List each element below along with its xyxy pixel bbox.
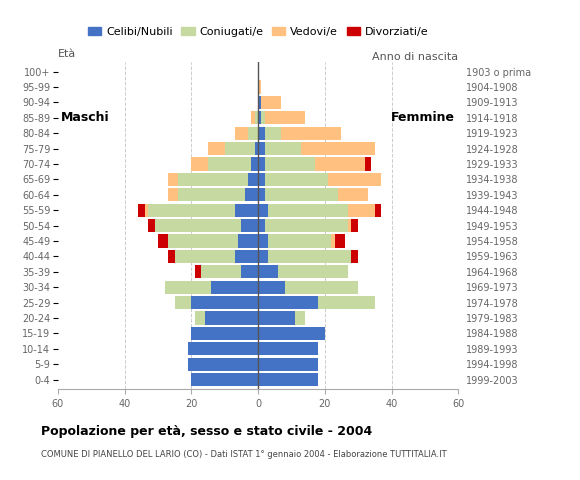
Bar	[258, 296, 318, 309]
Bar	[235, 250, 258, 263]
Bar	[238, 234, 258, 248]
Bar	[165, 281, 212, 294]
Bar	[252, 111, 255, 124]
Bar	[212, 281, 258, 294]
Bar	[265, 219, 348, 232]
Bar	[225, 142, 255, 155]
Bar	[258, 111, 262, 124]
Bar	[348, 219, 351, 232]
Bar	[258, 96, 262, 109]
Bar	[245, 188, 258, 201]
Bar	[188, 342, 258, 355]
Bar	[145, 204, 148, 217]
Bar	[168, 234, 238, 248]
Bar	[195, 265, 201, 278]
Bar	[258, 250, 268, 263]
Bar	[258, 373, 318, 386]
Bar	[268, 204, 348, 217]
Bar	[205, 312, 258, 324]
Bar	[268, 234, 332, 248]
Bar	[332, 234, 335, 248]
Bar	[265, 142, 302, 155]
Text: Maschi: Maschi	[61, 111, 110, 124]
Bar	[278, 265, 348, 278]
Bar	[265, 188, 338, 201]
Bar	[258, 327, 325, 340]
Bar	[241, 265, 258, 278]
Bar	[241, 219, 258, 232]
Bar	[201, 265, 241, 278]
Bar	[138, 204, 145, 217]
Bar	[188, 358, 258, 371]
Bar	[158, 234, 168, 248]
Bar	[191, 327, 258, 340]
Text: Età: Età	[58, 49, 76, 60]
Bar	[258, 81, 262, 94]
Bar	[155, 219, 241, 232]
Bar	[178, 173, 248, 186]
Bar	[265, 157, 315, 170]
Bar	[168, 173, 178, 186]
Bar	[328, 173, 382, 186]
Bar	[175, 296, 191, 309]
Bar	[285, 281, 358, 294]
Bar	[258, 142, 265, 155]
Bar	[258, 157, 265, 170]
Bar	[235, 204, 258, 217]
Bar	[175, 250, 235, 263]
Text: Anno di nascita: Anno di nascita	[372, 52, 458, 62]
Bar	[258, 219, 265, 232]
Bar	[258, 173, 265, 186]
Bar	[348, 204, 375, 217]
Bar	[258, 312, 295, 324]
Bar	[375, 204, 382, 217]
Bar	[262, 96, 281, 109]
Bar	[168, 188, 178, 201]
Bar	[248, 127, 258, 140]
Bar	[258, 188, 265, 201]
Bar	[258, 358, 318, 371]
Bar	[191, 373, 258, 386]
Text: COMUNE DI PIANELLO DEL LARIO (CO) - Dati ISTAT 1° gennaio 2004 - Elaborazione TU: COMUNE DI PIANELLO DEL LARIO (CO) - Dati…	[41, 450, 446, 459]
Bar	[338, 188, 368, 201]
Bar	[365, 157, 372, 170]
Bar	[351, 250, 358, 263]
Bar	[265, 173, 328, 186]
Bar	[252, 157, 258, 170]
Bar	[255, 142, 258, 155]
Bar	[235, 127, 248, 140]
Bar	[268, 250, 351, 263]
Text: Popolazione per età, sesso e stato civile - 2004: Popolazione per età, sesso e stato civil…	[41, 425, 372, 438]
Bar	[295, 312, 305, 324]
Bar	[351, 219, 358, 232]
Bar	[315, 157, 365, 170]
Bar	[191, 157, 208, 170]
Bar	[335, 234, 345, 248]
Bar	[302, 142, 375, 155]
Bar	[195, 312, 205, 324]
Bar	[258, 127, 265, 140]
Bar	[281, 127, 342, 140]
Bar	[148, 204, 235, 217]
Bar	[148, 219, 155, 232]
Bar	[258, 281, 285, 294]
Bar	[178, 188, 245, 201]
Bar	[265, 127, 281, 140]
Bar	[258, 234, 268, 248]
Bar	[258, 342, 318, 355]
Bar	[265, 111, 305, 124]
Bar	[248, 173, 258, 186]
Legend: Celibi/Nubili, Coniugati/e, Vedovi/e, Divorziati/e: Celibi/Nubili, Coniugati/e, Vedovi/e, Di…	[84, 22, 433, 41]
Bar	[208, 157, 252, 170]
Text: Femmine: Femmine	[391, 111, 455, 124]
Bar	[191, 296, 258, 309]
Bar	[255, 111, 258, 124]
Bar	[208, 142, 225, 155]
Bar	[258, 265, 278, 278]
Bar	[168, 250, 175, 263]
Bar	[258, 204, 268, 217]
Bar	[262, 111, 264, 124]
Bar	[318, 296, 375, 309]
